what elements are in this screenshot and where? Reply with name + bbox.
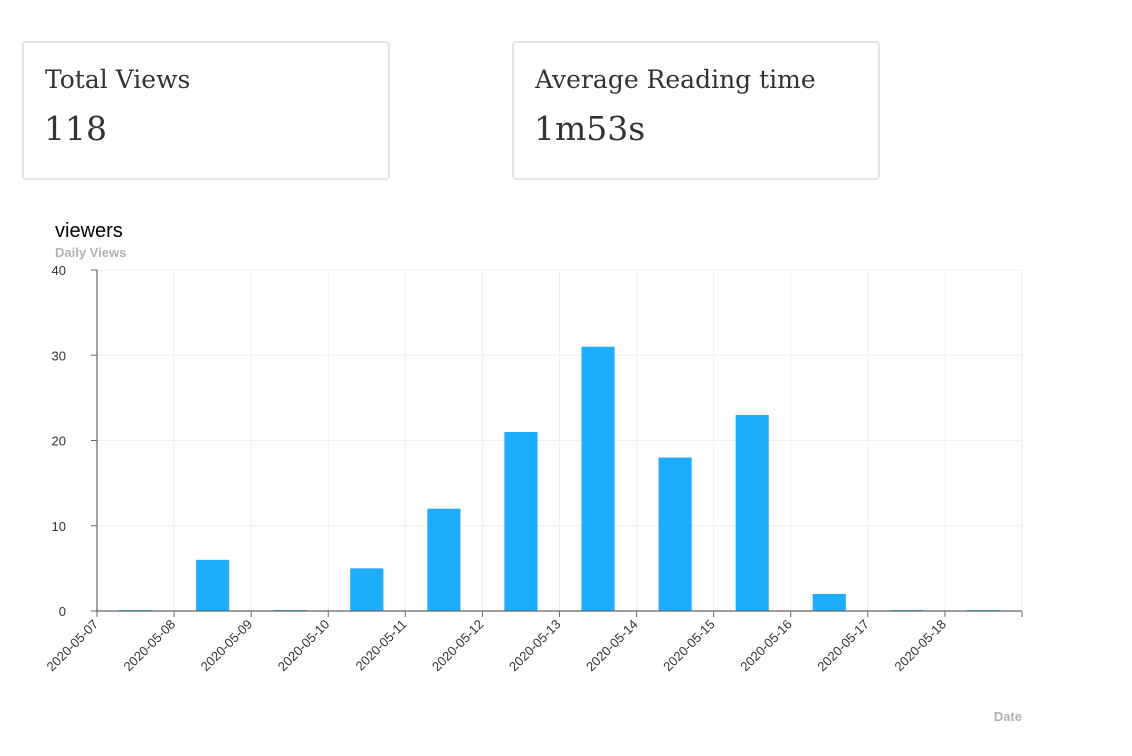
- bar: [735, 414, 769, 611]
- chart-title: viewers: [55, 220, 123, 242]
- bar: [350, 568, 384, 611]
- x-tick-label: 2020-05-13: [506, 617, 564, 675]
- x-tick-label: 2020-05-08: [121, 617, 179, 675]
- y-axis-ticks: 0 10 20 30 40: [52, 263, 66, 619]
- x-tick-label: 2020-05-16: [737, 617, 795, 675]
- total-views-card: Total Views 118: [22, 41, 390, 180]
- bar: [196, 559, 230, 611]
- x-tick-label: 2020-05-18: [891, 617, 949, 675]
- x-tick-label: 2020-05-12: [429, 617, 487, 675]
- card-title: Average Reading time: [535, 65, 816, 94]
- card-value: 1m53s: [534, 109, 646, 148]
- y-tick-label: 30: [52, 348, 66, 363]
- bar: [658, 457, 692, 611]
- chart-axes: [91, 269, 1023, 617]
- x-axis-ticks: 2020-05-07 2020-05-08 2020-05-09 2020-05-10…: [43, 617, 949, 675]
- y-tick-label: 10: [52, 519, 66, 534]
- chart-grid: [97, 269, 1023, 611]
- reading-time-card: Average Reading time 1m53s: [512, 41, 880, 180]
- chart-bars: [118, 346, 1001, 611]
- x-tick-label: 2020-05-09: [198, 617, 256, 675]
- x-tick-label: 2020-05-10: [275, 617, 333, 675]
- x-tick-label: 2020-05-14: [583, 617, 641, 675]
- x-tick-label: 2020-05-07: [43, 617, 101, 675]
- x-tick-label: 2020-05-15: [660, 617, 718, 675]
- y-tick-label: 0: [59, 604, 66, 619]
- x-tick-label: 2020-05-11: [352, 617, 409, 674]
- x-tick-label: 2020-05-17: [814, 617, 872, 675]
- bar: [504, 431, 538, 611]
- chart-subtitle: Daily Views: [55, 245, 126, 260]
- bar: [427, 508, 461, 611]
- x-axis-label: Date: [994, 709, 1022, 724]
- bar: [812, 593, 846, 611]
- bar: [581, 346, 615, 611]
- card-value: 118: [44, 109, 107, 148]
- y-tick-label: 20: [52, 434, 66, 449]
- y-tick-label: 40: [52, 263, 66, 278]
- card-title: Total Views: [45, 65, 191, 94]
